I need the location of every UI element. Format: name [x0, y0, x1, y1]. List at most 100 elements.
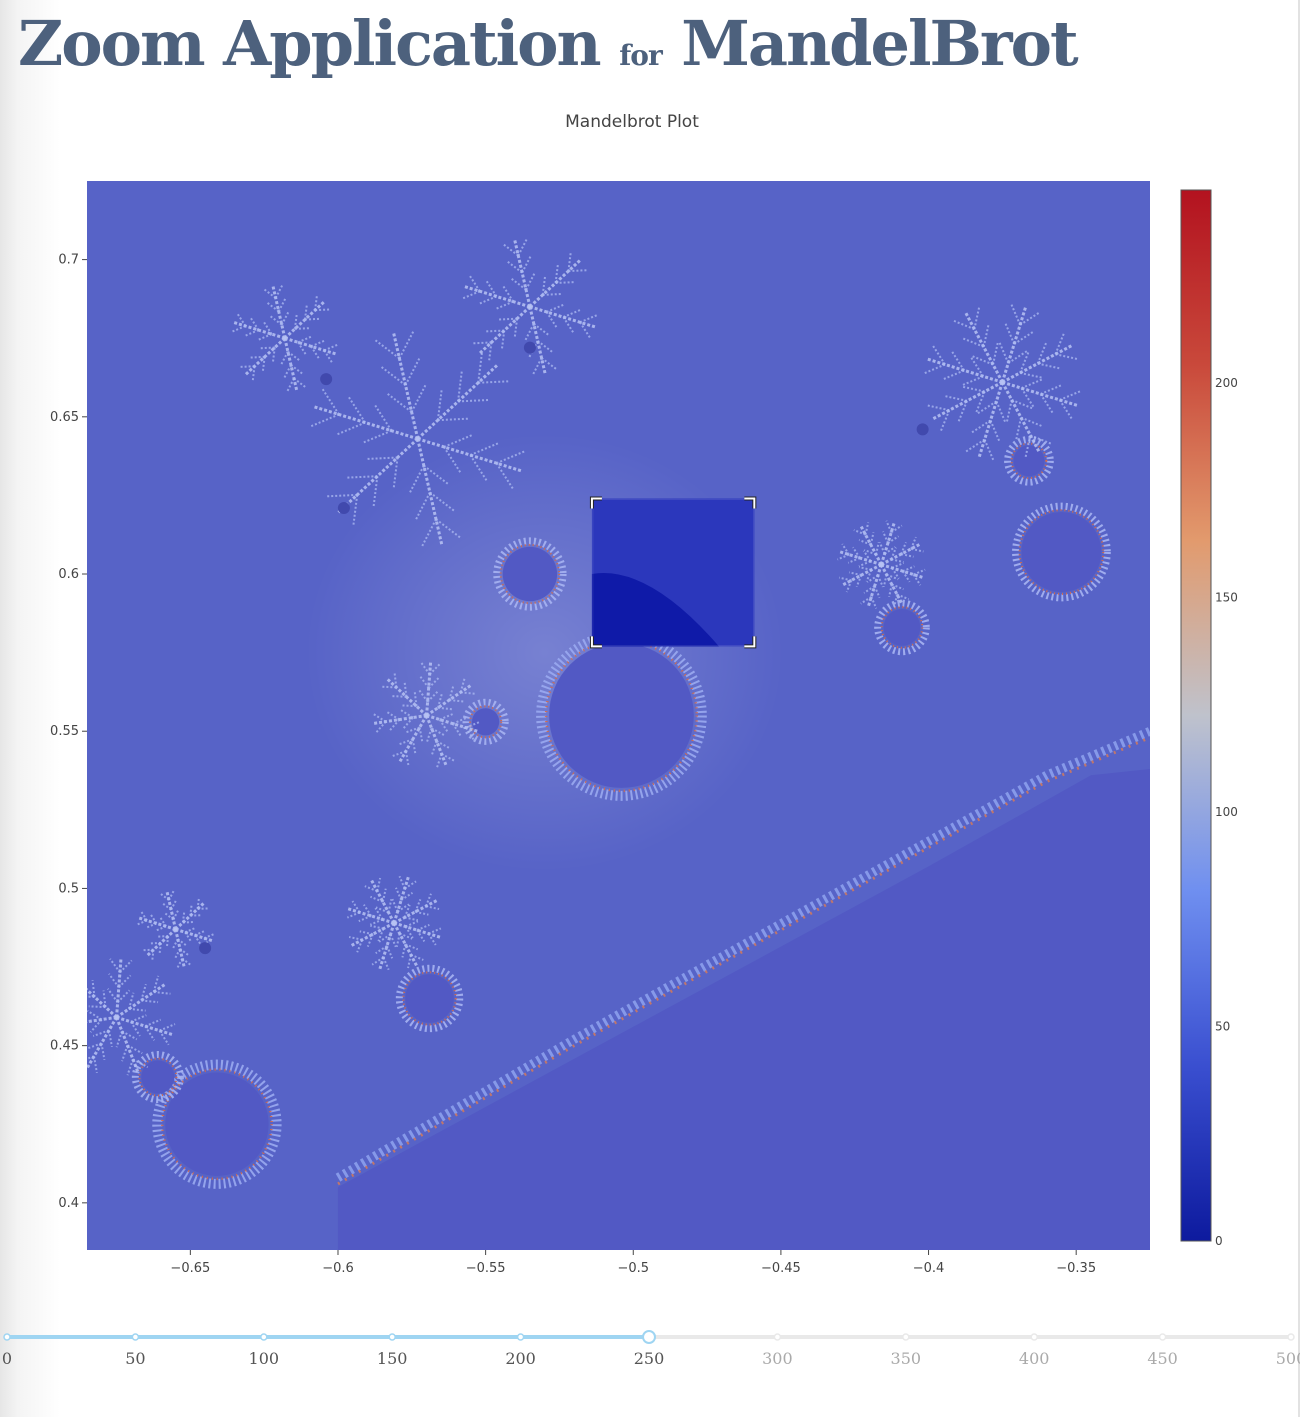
small-bulb-edge	[138, 1057, 178, 1097]
small-bulb-halo	[874, 599, 930, 656]
small-bulb	[1021, 512, 1102, 592]
left-shadow	[0, 0, 60, 1417]
zoom-corner-handle[interactable]	[744, 497, 756, 509]
slider-dot[interactable]	[388, 1333, 396, 1341]
zoom-selection[interactable]	[589, 496, 757, 649]
small-bulb-halo	[462, 698, 509, 745]
small-bulb	[502, 546, 558, 602]
slider-dot[interactable]	[131, 1333, 140, 1341]
small-bulb-halo	[1012, 502, 1111, 602]
small-bulb	[405, 974, 454, 1023]
x-tick-label: −0.5	[617, 1261, 649, 1276]
small-bulb-edge	[469, 705, 503, 739]
slider-dot[interactable]	[773, 1333, 782, 1341]
mandelbrot-interior	[337, 768, 1150, 1250]
slider-dot[interactable]	[1158, 1333, 1167, 1341]
title-part1: Zoom Application	[18, 7, 602, 80]
filament-star	[136, 889, 215, 969]
filament-star	[87, 957, 176, 1076]
filament-star	[924, 303, 1081, 461]
slider-mark-label[interactable]: 50	[125, 1349, 145, 1368]
slider-mark-label[interactable]: 300	[762, 1349, 793, 1368]
x-axis: −0.65 −0.6 −0.55 −0.5 −0.45 −0.4 −0.35	[170, 1250, 1096, 1276]
x-tick: −0.55	[466, 1250, 506, 1276]
x-tick-label: −0.55	[466, 1261, 506, 1276]
x-tick: −0.65	[170, 1250, 210, 1276]
small-bulb-edge	[402, 971, 457, 1026]
filament-star	[461, 237, 599, 376]
title-part2: MandelBrot	[681, 7, 1078, 80]
iteration-slider[interactable]: 0 50 100 150 200 250 300 350 400 450 500	[2, 1330, 1300, 1368]
cardioid-boundary	[335, 727, 1150, 1182]
minibrot	[916, 423, 929, 436]
cardioid-boundary-warm	[337, 736, 1150, 1186]
colorbar-tick-label: 100	[1215, 805, 1238, 819]
x-tick: −0.45	[761, 1250, 801, 1276]
y-tick-label: 0.55	[50, 724, 79, 739]
y-tick: 0.4	[58, 1196, 87, 1211]
small-bulb-halo	[1004, 435, 1054, 486]
x-tick-label: −0.4	[913, 1261, 945, 1276]
slider-mark-label[interactable]: 500	[1276, 1349, 1300, 1368]
x-tick: −0.35	[1056, 1250, 1096, 1276]
small-bulb-edge	[880, 606, 924, 649]
x-tick-label: −0.6	[322, 1261, 354, 1276]
filament-star	[310, 330, 526, 548]
slider-mark-label[interactable]: 150	[377, 1349, 408, 1368]
zoom-box-outline	[592, 499, 754, 646]
y-tick-label: 0.45	[50, 1039, 79, 1054]
filament-star	[346, 875, 442, 971]
small-bulb-halo	[493, 537, 567, 611]
y-axis: 0.4 0.45 0.5 0.55 0.6 0.65 0.7	[50, 253, 87, 1211]
slider-handle[interactable]	[642, 1330, 656, 1344]
small-bulb	[472, 708, 500, 736]
x-tick-label: −0.45	[761, 1261, 801, 1276]
slider-mark-label[interactable]: 400	[1019, 1349, 1050, 1368]
slider-mark-label[interactable]: 450	[1147, 1349, 1178, 1368]
small-bulb	[883, 609, 921, 646]
minibrot	[320, 373, 333, 386]
zoom-corner-handle[interactable]	[590, 636, 602, 648]
x-tick: −0.4	[913, 1250, 945, 1276]
y-tick: 0.45	[50, 1039, 87, 1054]
y-tick-label: 0.6	[58, 567, 79, 582]
zoom-corner-handle[interactable]	[744, 636, 756, 648]
slider-dot[interactable]	[516, 1333, 525, 1341]
minibrot	[523, 341, 536, 354]
lower-bulb-halo	[152, 1059, 282, 1189]
small-bulb-edge	[1010, 442, 1048, 480]
slider-dot[interactable]	[1030, 1333, 1038, 1341]
small-bulb	[1013, 445, 1045, 477]
colorbar-tick-label: 0	[1215, 1234, 1223, 1248]
slider-dot[interactable]	[3, 1333, 11, 1341]
y-tick-label: 0.65	[50, 410, 79, 425]
slider-mark-label[interactable]: 350	[891, 1349, 922, 1368]
title-connector: for	[619, 39, 662, 72]
filament-star	[837, 520, 926, 609]
heatmap-plot-area[interactable]	[57, 181, 1150, 1250]
y-tick: 0.6	[58, 567, 87, 582]
lower-bulb-edge	[160, 1068, 273, 1181]
slider-mark-label[interactable]: 250	[634, 1349, 665, 1368]
slider-mark-label[interactable]: 0	[2, 1349, 12, 1368]
y-tick: 0.5	[58, 881, 87, 896]
y-tick: 0.7	[58, 253, 87, 268]
plot-title: Mandelbrot Plot	[565, 112, 699, 132]
minibrot	[337, 501, 350, 514]
minibrot	[199, 942, 212, 955]
small-bulb-edge	[499, 543, 561, 605]
colorbar-tick-label: 50	[1215, 1020, 1230, 1034]
main-bulb	[549, 643, 694, 788]
slider-mark-label[interactable]: 200	[505, 1349, 536, 1368]
slider-dot[interactable]	[902, 1333, 910, 1341]
small-bulb-edge	[1018, 509, 1105, 595]
x-tick-label: −0.65	[170, 1261, 210, 1276]
slider-dot[interactable]	[260, 1333, 268, 1341]
zoom-corner-handle[interactable]	[590, 497, 602, 509]
slider-mark-label[interactable]: 100	[249, 1349, 280, 1368]
colorbar-tick-label: 200	[1215, 376, 1238, 390]
slider-dot[interactable]	[1287, 1333, 1295, 1341]
y-tick: 0.65	[50, 410, 87, 425]
y-tick-label: 0.7	[58, 253, 79, 268]
